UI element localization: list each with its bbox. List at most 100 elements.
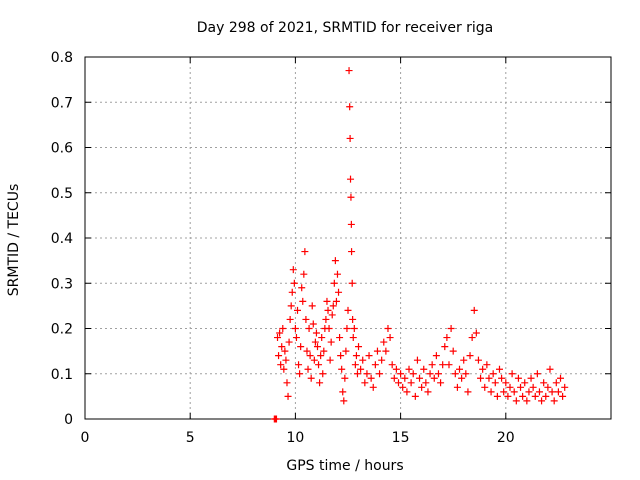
- grid-lines: [85, 57, 611, 419]
- data-point: [538, 397, 546, 405]
- data-point: [289, 266, 297, 274]
- data-point: [517, 383, 525, 391]
- y-tick-label: 0.3: [51, 276, 73, 292]
- data-point: [287, 302, 295, 310]
- data-point: [347, 193, 355, 201]
- x-tick-label: 0: [81, 430, 90, 446]
- data-point: [348, 279, 356, 287]
- data-point: [278, 343, 286, 351]
- data-point: [479, 365, 487, 373]
- data-point: [456, 365, 464, 373]
- data-point: [378, 356, 386, 364]
- data-point: [276, 329, 284, 337]
- data-point: [311, 338, 319, 346]
- data-point: [342, 347, 350, 355]
- data-point: [319, 370, 327, 378]
- data-point: [350, 325, 358, 332]
- data-point: [514, 374, 522, 382]
- data-point: [283, 379, 291, 387]
- data-point: [371, 361, 379, 369]
- data-point: [275, 352, 283, 360]
- data-point: [302, 315, 310, 323]
- x-axis-label: GPS time / hours: [286, 458, 403, 474]
- data-point: [447, 325, 455, 332]
- data-point: [401, 374, 409, 382]
- data-point: [310, 356, 318, 364]
- data-point: [399, 383, 407, 391]
- data-point: [468, 334, 476, 342]
- data-point: [548, 388, 556, 396]
- data-point: [422, 379, 430, 387]
- data-point: [313, 343, 321, 351]
- data-point: [500, 388, 508, 396]
- data-point: [561, 383, 569, 391]
- data-point: [428, 361, 436, 369]
- data-point: [333, 270, 341, 278]
- data-point: [544, 383, 552, 391]
- data-point: [481, 383, 489, 391]
- data-point: [413, 356, 421, 364]
- y-tick-label: 0.8: [51, 50, 73, 66]
- chart-title: Day 298 of 2021, SRMTID for receiver rig…: [197, 20, 494, 36]
- data-point: [397, 370, 405, 378]
- data-point: [337, 352, 345, 360]
- data-point: [361, 379, 369, 387]
- data-point: [483, 361, 491, 369]
- data-point: [280, 365, 288, 373]
- data-point: [349, 334, 357, 342]
- data-point: [458, 374, 466, 382]
- data-point: [542, 392, 550, 400]
- data-point: [292, 334, 300, 342]
- data-point: [504, 392, 512, 400]
- data-point: [390, 374, 398, 382]
- data-point: [318, 334, 326, 342]
- data-point: [445, 361, 453, 369]
- data-point: [303, 347, 311, 355]
- data-point: [472, 329, 480, 337]
- data-point: [351, 361, 359, 369]
- data-point: [449, 347, 457, 355]
- data-point: [521, 379, 529, 387]
- data-point: [384, 325, 392, 332]
- data-point: [316, 379, 324, 387]
- data-point: [535, 388, 543, 396]
- data-point: [470, 306, 478, 314]
- data-point: [291, 325, 299, 332]
- x-tick-label: 5: [186, 430, 195, 446]
- data-point: [531, 392, 539, 400]
- data-point: [290, 279, 298, 287]
- data-point: [367, 374, 375, 382]
- data-point: [307, 374, 315, 382]
- plot-frame: [84, 56, 612, 420]
- data-point: [529, 383, 537, 391]
- y-tick-label: 0.7: [51, 95, 73, 111]
- y-tick-label: 0.4: [51, 231, 73, 247]
- data-point: [416, 374, 424, 382]
- data-point: [474, 356, 482, 364]
- data-point: [506, 383, 514, 391]
- data-point: [328, 311, 336, 319]
- data-point: [388, 361, 396, 369]
- data-point: [332, 297, 340, 305]
- data-point: [315, 361, 323, 369]
- data-point: [420, 365, 428, 373]
- data-point: [363, 370, 371, 378]
- data-point: [344, 306, 352, 314]
- data-point: [508, 370, 516, 378]
- data-point: [373, 347, 381, 355]
- data-point: [341, 374, 349, 382]
- data-point: [272, 415, 280, 423]
- data-point: [338, 365, 346, 373]
- y-tick-label: 0.5: [51, 186, 73, 202]
- data-point: [355, 343, 363, 351]
- data-point: [460, 356, 468, 364]
- data-point: [279, 325, 287, 332]
- data-point: [306, 352, 314, 360]
- data-point: [418, 383, 426, 391]
- data-point: [339, 388, 347, 396]
- data-point: [323, 297, 331, 305]
- data-point: [382, 347, 390, 355]
- data-point: [324, 306, 332, 314]
- data-point: [493, 392, 501, 400]
